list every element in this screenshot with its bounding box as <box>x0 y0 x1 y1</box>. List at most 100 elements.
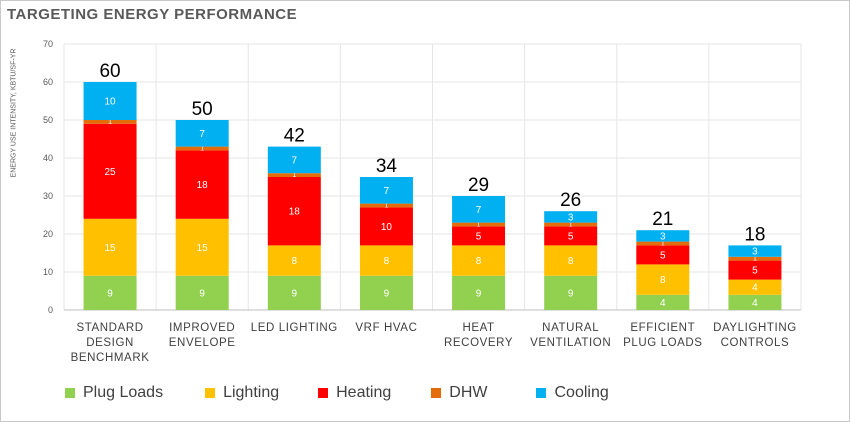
bar-segment <box>83 120 137 124</box>
y-tick-label: 20 <box>43 229 53 239</box>
bar-segment <box>359 203 413 208</box>
y-tick-label: 0 <box>48 305 53 315</box>
legend-label: Cooling <box>554 384 609 401</box>
bar-segment <box>636 230 690 242</box>
data-label: 5 <box>476 231 482 242</box>
bar-segment <box>636 264 690 295</box>
data-label: 8 <box>476 256 482 267</box>
bar-segment <box>83 218 137 276</box>
data-label: 9 <box>199 288 205 299</box>
legend-swatch <box>431 388 442 398</box>
legend-swatch <box>205 388 216 398</box>
bar-segment <box>267 245 321 276</box>
bar-segment <box>83 82 137 120</box>
data-label: 8 <box>660 275 666 286</box>
legend-item: Heating <box>318 384 391 402</box>
bar-segment <box>452 226 506 246</box>
bar-segment <box>636 245 690 265</box>
data-label: 1 <box>569 222 573 229</box>
legend-swatch <box>318 388 329 398</box>
data-label: 10 <box>381 222 393 233</box>
total-label: 18 <box>744 224 765 245</box>
x-tick-label: EFFICIENT <box>630 322 695 334</box>
bar-segment <box>544 222 598 227</box>
bar-segment <box>359 207 413 246</box>
data-label: 1 <box>292 172 296 179</box>
bar-segment <box>544 245 598 276</box>
data-label: 8 <box>292 256 298 267</box>
data-label: 4 <box>752 298 758 309</box>
data-label: 25 <box>105 167 117 178</box>
bar-segment <box>267 146 321 174</box>
bar-segment <box>728 279 782 295</box>
legend-swatch <box>65 388 75 398</box>
bar-segment <box>359 245 413 276</box>
bar-segment <box>544 211 598 223</box>
data-label: 3 <box>568 212 574 223</box>
data-label: 1 <box>753 256 757 263</box>
y-tick-label: 40 <box>43 153 53 163</box>
bar-segment <box>452 222 506 227</box>
legend-swatch <box>536 388 547 398</box>
y-tick-label: 60 <box>43 77 53 87</box>
x-tick-label: STANDARD <box>76 322 143 334</box>
bar-segment <box>728 294 782 310</box>
x-tick-label: LED LIGHTING <box>251 322 338 334</box>
x-tick-label: BENCHMARK <box>71 352 150 364</box>
data-label: 8 <box>568 256 574 267</box>
bar-segment <box>175 120 229 147</box>
y-tick-label: 50 <box>43 115 53 125</box>
total-label: 21 <box>652 209 673 230</box>
bar-segment <box>636 241 690 246</box>
bar-segment <box>452 275 506 310</box>
data-label: 10 <box>105 97 117 108</box>
y-tick-label: 70 <box>43 39 53 49</box>
bar-segment <box>452 245 506 276</box>
total-label: 42 <box>284 126 305 147</box>
bar-segment <box>175 146 229 151</box>
data-label: 5 <box>752 266 758 277</box>
data-label: 1 <box>477 222 481 229</box>
x-tick-label: ENVELOPE <box>169 337 236 349</box>
x-tick-label: RECOVERY <box>444 337 513 349</box>
chart-title: TARGETING ENERGY PERFORMANCE <box>7 6 298 23</box>
data-label: 9 <box>384 288 390 299</box>
data-label: 5 <box>660 250 666 261</box>
total-label: 60 <box>99 61 120 82</box>
legend-item: DHW <box>431 384 487 402</box>
data-label: 1 <box>661 241 665 248</box>
data-label: 4 <box>752 283 758 294</box>
bar-segment <box>452 196 506 223</box>
total-label: 29 <box>468 175 489 196</box>
data-label: 3 <box>660 231 666 242</box>
legend-item: Cooling <box>536 384 609 402</box>
data-label: 18 <box>197 180 209 191</box>
y-tick-label: 30 <box>43 191 53 201</box>
data-label: 9 <box>476 288 482 299</box>
bar-segment <box>175 275 229 310</box>
bar-segment <box>728 260 782 280</box>
legend-label: DHW <box>449 384 488 401</box>
chart-legend: Plug Loads Lighting Heating DHW Cooling <box>65 382 609 404</box>
bar-segment <box>728 245 782 257</box>
x-tick-label: DESIGN <box>86 337 134 349</box>
data-label: 15 <box>197 243 209 254</box>
bar-segment <box>83 275 137 310</box>
data-label: 7 <box>199 129 205 140</box>
bar-segment <box>359 275 413 310</box>
data-label: 8 <box>384 256 390 267</box>
data-label: 7 <box>384 186 390 197</box>
x-tick-label: DAYLIGHTING <box>713 322 797 334</box>
bar-segment <box>267 173 321 177</box>
total-label: 26 <box>560 190 581 211</box>
x-tick-label: HEAT <box>462 322 494 334</box>
data-label: 1 <box>384 203 388 210</box>
total-label: 50 <box>192 99 213 120</box>
bar-segment <box>175 150 229 219</box>
legend-item: Lighting <box>205 384 279 402</box>
data-label: 4 <box>660 298 666 309</box>
data-label: 9 <box>568 288 574 299</box>
bar-segment <box>728 256 782 261</box>
data-label: 3 <box>752 247 758 258</box>
